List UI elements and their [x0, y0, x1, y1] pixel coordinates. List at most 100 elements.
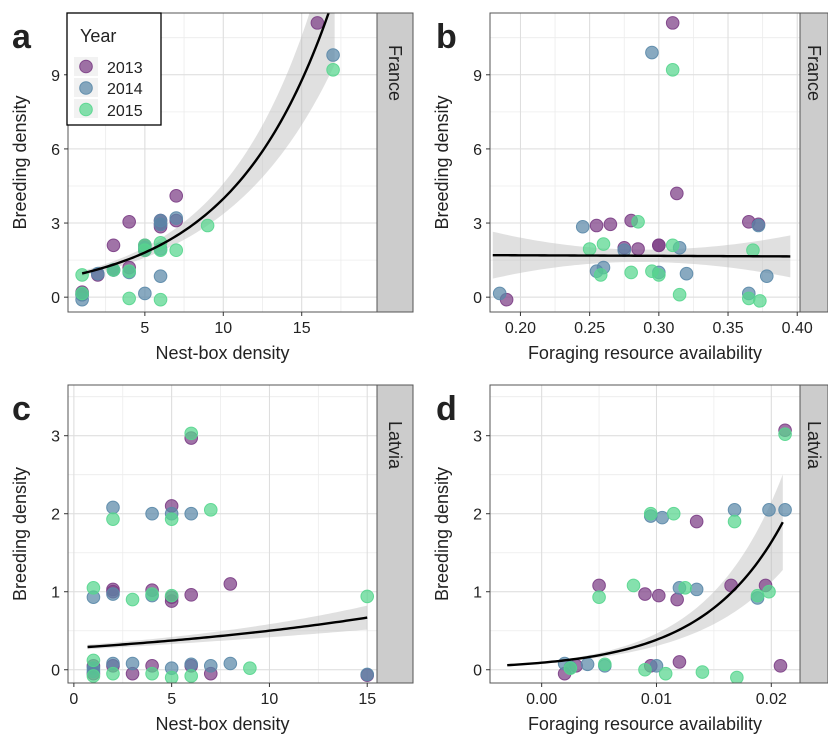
data-point-2015 [626, 578, 641, 593]
data-point-2014 [689, 582, 704, 597]
data-point-2013 [689, 514, 704, 529]
data-point-2014 [145, 506, 159, 521]
data-point-2013 [631, 242, 645, 256]
data-point-2015 [593, 268, 608, 282]
legend-label-2014: 2014 [107, 81, 143, 98]
data-point-2015 [658, 666, 673, 681]
data-point-2015 [145, 666, 159, 681]
data-point-2015 [762, 584, 776, 599]
data-point-2015 [122, 264, 136, 279]
data-point-2015 [750, 588, 765, 603]
data-point-2015 [169, 243, 184, 258]
facet-strip [799, 384, 828, 684]
x-tick-label: 0.35 [712, 320, 743, 337]
y-tick-label: 2 [473, 507, 482, 524]
data-point-2015 [592, 590, 606, 604]
plot-background [490, 13, 800, 312]
data-point-2015 [203, 503, 218, 517]
data-point-2014 [153, 269, 168, 283]
panel-letter: a [12, 18, 32, 56]
data-point-2015 [678, 581, 692, 595]
plot-background [490, 385, 800, 683]
y-tick-label: 1 [473, 585, 482, 602]
data-point-2015 [145, 587, 159, 601]
x-axis-label: Nest-box density [155, 343, 289, 363]
data-point-2013 [223, 577, 238, 591]
y-tick-label: 3 [51, 429, 60, 446]
data-point-2015 [596, 237, 611, 251]
y-tick-label: 3 [473, 216, 482, 233]
data-point-2013 [651, 588, 666, 603]
legend-key-2013 [79, 59, 93, 74]
data-point-2015 [75, 286, 89, 301]
x-axis-label: Foraging resource availability [528, 714, 762, 734]
y-tick-label: 9 [473, 68, 482, 85]
facet-label: France [804, 45, 824, 101]
data-point-2015 [200, 218, 215, 233]
data-point-2014 [492, 286, 507, 301]
data-point-2014 [759, 269, 774, 283]
y-tick-label: 6 [51, 142, 60, 159]
data-point-2013 [603, 217, 618, 232]
x-tick-label: 5 [167, 691, 176, 708]
y-tick-label: 2 [51, 507, 60, 524]
data-point-2015 [665, 63, 680, 77]
facet-label: France [385, 45, 405, 101]
y-tick-label: 0 [473, 290, 482, 307]
data-point-2013 [670, 592, 684, 607]
data-point-2015 [672, 287, 687, 302]
data-point-2013 [773, 659, 788, 673]
x-tick-label: 0.30 [643, 320, 674, 337]
x-tick-label: 0 [69, 691, 78, 708]
plot-area [75, 13, 340, 307]
data-point-2015 [75, 268, 89, 282]
data-point-2014 [153, 213, 168, 228]
data-point-2015 [164, 512, 179, 526]
legend-label-2015: 2015 [107, 103, 143, 120]
data-point-2014 [679, 266, 694, 281]
data-point-2015 [666, 506, 681, 521]
legend-entry-2013: 2013 [74, 57, 143, 77]
y-tick-label: 9 [51, 68, 60, 85]
panel-b: France 0.20 0.25 0.30 0.35 0.40 0 3 6 9 Foraging r… [432, 12, 828, 363]
data-point-2014 [727, 503, 742, 517]
data-point-2015 [730, 670, 744, 683]
data-point-2013 [169, 189, 184, 203]
data-point-2015 [695, 665, 710, 679]
data-point-2015 [360, 589, 375, 604]
facet-strip [799, 12, 828, 313]
data-point-2014 [223, 656, 238, 671]
panel-letter: b [436, 18, 457, 56]
x-tick-label: 15 [293, 320, 311, 337]
x-tick-label: 0.00 [526, 691, 557, 708]
fit-line [507, 521, 784, 667]
panel-a: France 5 10 15 0 3 6 9 Nest-box density Breeding … [10, 12, 414, 363]
legend-entry-2014: 2014 [74, 78, 143, 98]
data-point-2013 [670, 186, 684, 201]
data-point-2014 [184, 657, 199, 672]
data-point-2014 [762, 503, 776, 517]
y-tick-label: 3 [51, 216, 60, 233]
data-point-2015 [164, 670, 179, 683]
data-point-2015 [86, 653, 101, 668]
data-point-2015 [184, 669, 199, 683]
data-point-2015 [86, 581, 101, 595]
data-point-2015 [184, 426, 199, 441]
data-point-2014 [106, 500, 120, 515]
data-point-2013 [665, 16, 680, 30]
data-point-2014 [106, 587, 120, 601]
data-point-2013 [652, 238, 666, 253]
y-axis-label: Breeding density [432, 467, 452, 601]
x-tick-label: 5 [140, 320, 149, 337]
data-point-2015 [665, 238, 680, 253]
plot-area [492, 16, 791, 308]
data-point-2015 [106, 512, 120, 526]
panel-letter: d [436, 390, 457, 428]
data-point-2015 [638, 662, 652, 677]
fit-line [87, 616, 368, 649]
data-point-2015 [741, 291, 756, 306]
x-tick-label: 0.01 [641, 691, 672, 708]
x-tick-label: 0.20 [505, 320, 536, 337]
data-point-2015 [624, 265, 638, 280]
data-point-2015 [125, 592, 140, 607]
